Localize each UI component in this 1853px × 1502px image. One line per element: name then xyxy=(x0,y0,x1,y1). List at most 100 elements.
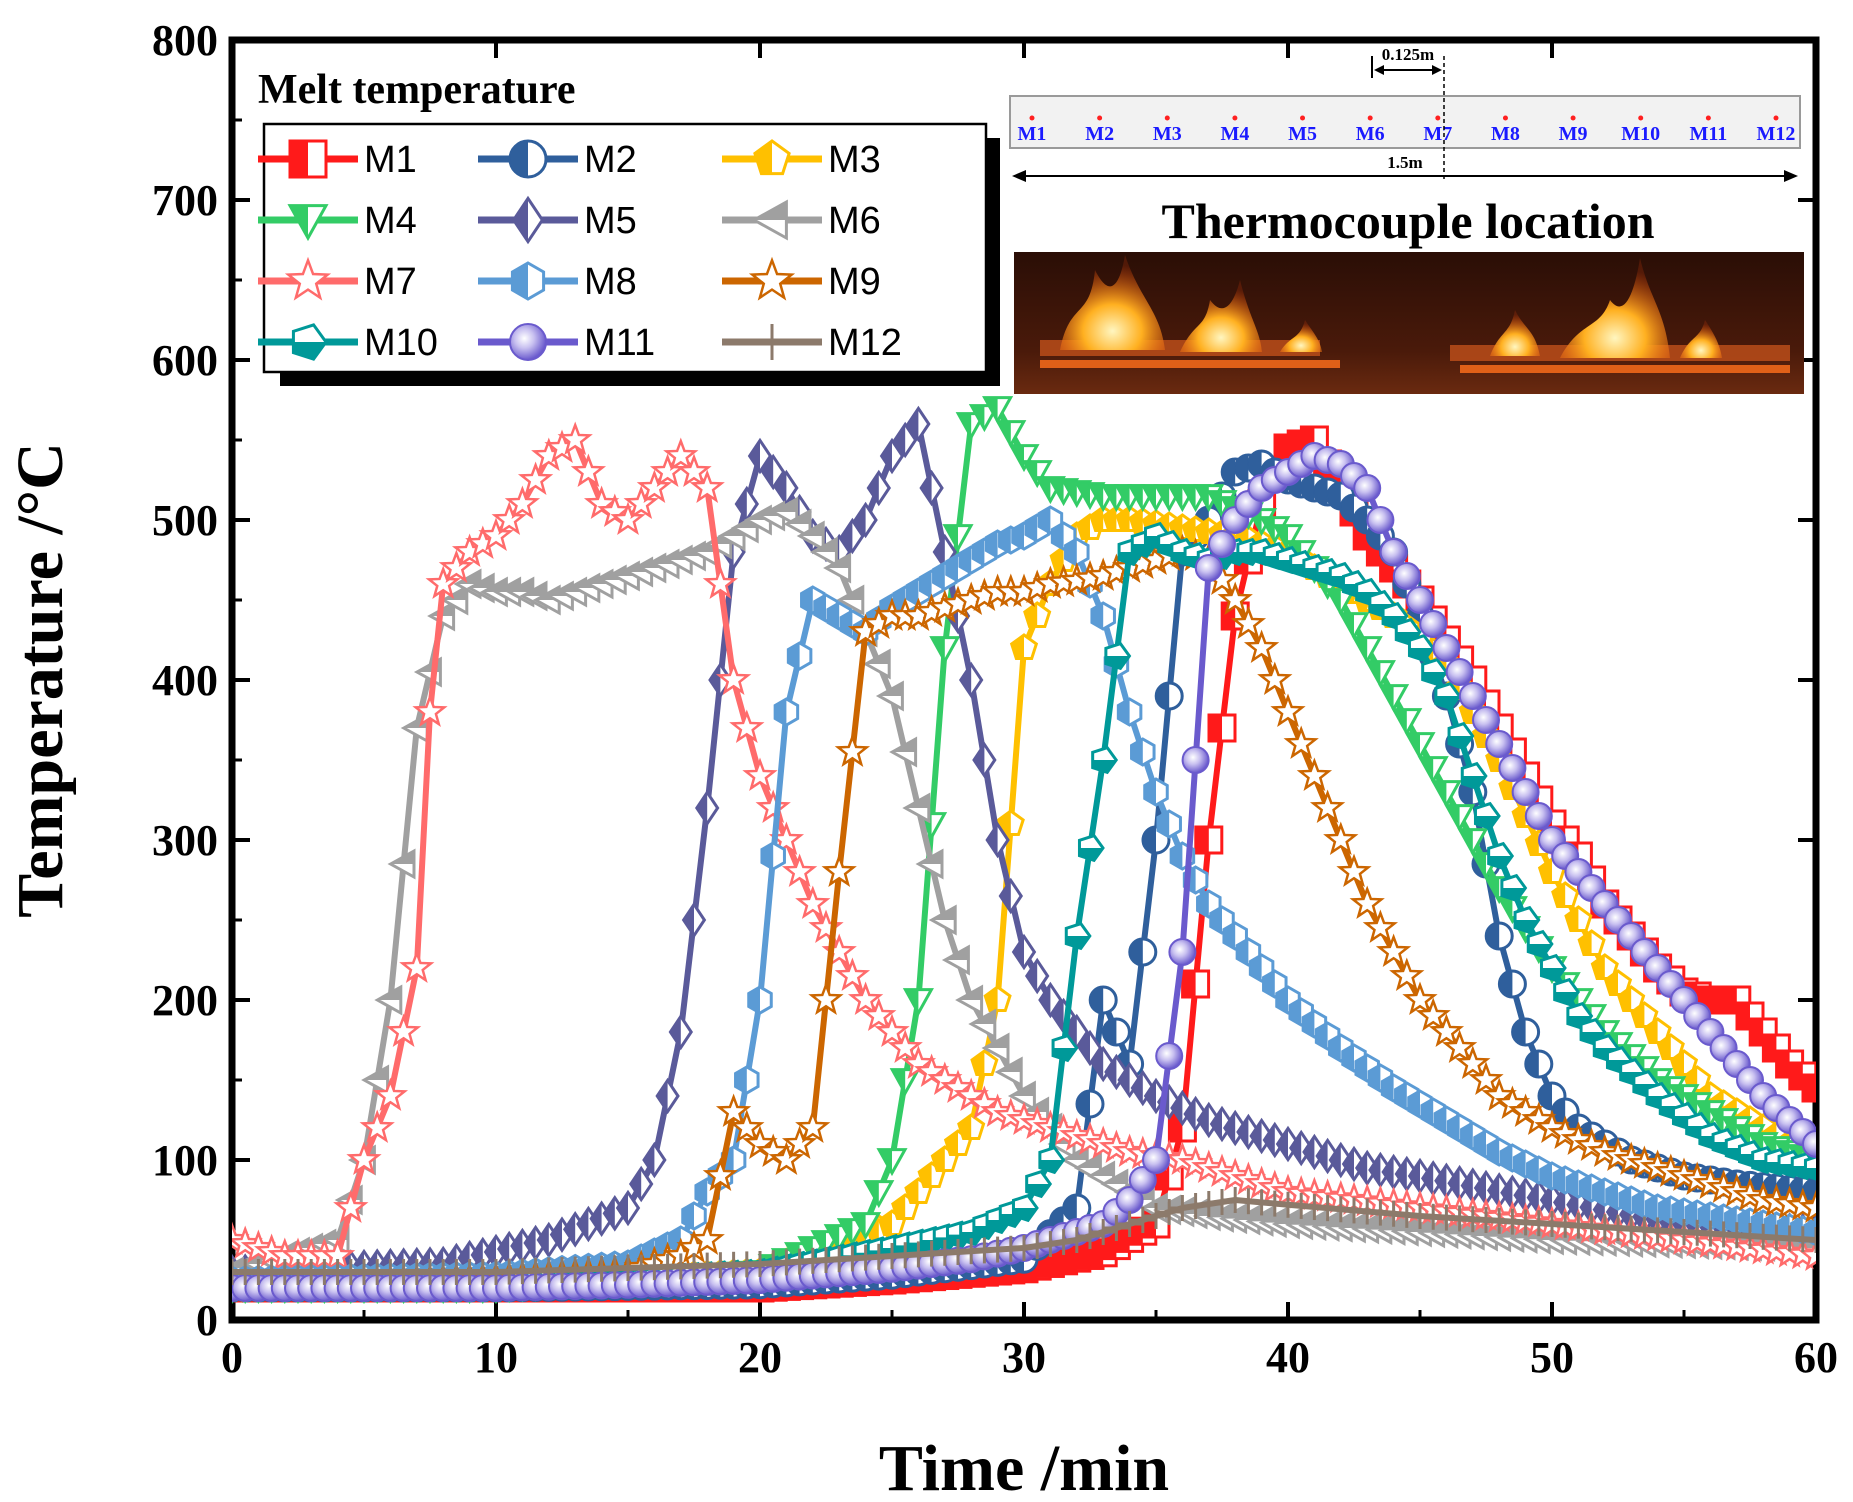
point-M7 xyxy=(847,981,884,1016)
point-M4 xyxy=(1404,732,1436,761)
point-M12 xyxy=(1024,1233,1051,1259)
thermocouple-dot xyxy=(1502,115,1508,121)
point-M5 xyxy=(681,901,707,939)
point-M7 xyxy=(491,501,527,536)
point-M6 xyxy=(387,848,416,880)
legend-entry-M2: M2 xyxy=(478,139,637,181)
point-M6 xyxy=(1007,1080,1036,1112)
point-M9 xyxy=(1349,885,1385,920)
legend-entry-M4: M4 xyxy=(258,200,417,242)
point-M6 xyxy=(440,584,469,616)
thermocouple-dot xyxy=(1232,115,1238,121)
point-M8 xyxy=(1116,697,1143,727)
point-M12 xyxy=(1156,1199,1183,1225)
legend-label: M7 xyxy=(364,261,417,303)
point-M1 xyxy=(1801,1073,1816,1103)
thermocouple-dot xyxy=(1570,115,1576,121)
point-M7 xyxy=(359,1109,395,1144)
point-M10 xyxy=(1025,1169,1053,1199)
point-M7 xyxy=(557,421,593,456)
point-M11 xyxy=(1392,562,1421,590)
point-M2 xyxy=(1484,921,1514,951)
point-M4 xyxy=(1272,524,1304,553)
thermocouple-dot xyxy=(1029,115,1035,121)
x-tick-label: 40 xyxy=(1266,1333,1310,1382)
point-M9 xyxy=(768,1141,805,1176)
x-tick-label: 50 xyxy=(1530,1333,1574,1382)
series-M12 xyxy=(232,1187,1816,1285)
point-M12 xyxy=(1195,1191,1222,1217)
point-M5 xyxy=(958,661,984,699)
point-M4 xyxy=(850,1212,882,1241)
point-M3 xyxy=(1564,905,1593,933)
inset-bar xyxy=(1009,95,1801,149)
point-M7 xyxy=(425,565,461,600)
point-M7 xyxy=(966,1085,1003,1120)
point-M4 xyxy=(1457,828,1489,857)
point-M9 xyxy=(1336,853,1372,888)
legend-entry-M9: M9 xyxy=(722,256,881,303)
point-M7 xyxy=(517,461,554,496)
point-M5 xyxy=(1222,1109,1248,1147)
point-M7 xyxy=(887,1029,923,1064)
point-M12 xyxy=(1116,1211,1143,1237)
point-M10 xyxy=(1513,905,1541,935)
point-M9 xyxy=(1507,1093,1544,1128)
point-M6 xyxy=(361,1064,390,1096)
point-M5 xyxy=(642,1141,667,1179)
point-M5 xyxy=(655,1077,680,1115)
legend-label: M4 xyxy=(364,200,417,242)
point-M11 xyxy=(1366,506,1395,534)
point-M3 xyxy=(1603,969,1633,997)
legend-label: M11 xyxy=(584,322,655,364)
point-M5 xyxy=(747,437,773,475)
y-tick-label: 500 xyxy=(152,496,218,545)
thermocouple-label: M1 xyxy=(1018,123,1047,145)
point-M9 xyxy=(1494,1085,1531,1120)
legend-marker xyxy=(509,323,547,361)
inset-positions: M1 M2 M3 M4 M5 M6 M7 M8 M9 M10 M11 M12 xyxy=(1018,115,1795,145)
x-tick-label: 0 xyxy=(221,1333,243,1382)
point-M2 xyxy=(1339,493,1369,523)
point-M4 xyxy=(1391,708,1423,737)
y-tick-label: 800 xyxy=(152,16,218,65)
point-M7 xyxy=(610,501,646,536)
point-M9 xyxy=(1441,1029,1478,1064)
legend-entry-M1: M1 xyxy=(258,139,417,181)
point-M8 xyxy=(1090,601,1116,631)
legend-marker xyxy=(284,256,332,301)
point-M10 xyxy=(1447,721,1475,751)
point-M5 xyxy=(853,501,878,539)
point-M9 xyxy=(1362,909,1399,944)
legend-marker xyxy=(291,323,328,361)
point-M11 xyxy=(1524,802,1553,830)
thermocouple-dot xyxy=(1367,115,1373,121)
point-M11 xyxy=(1128,1166,1157,1194)
length-arrow-right-head xyxy=(1784,170,1798,182)
point-M7 xyxy=(623,485,659,520)
point-M5 xyxy=(1038,981,1063,1019)
point-M8 xyxy=(1156,809,1182,839)
thermocouple-label: M10 xyxy=(1621,123,1660,145)
y-tick-label: 600 xyxy=(152,336,218,385)
point-M4 xyxy=(1430,780,1462,809)
point-M11 xyxy=(1155,1042,1184,1070)
point-M7 xyxy=(742,757,778,792)
point-M7 xyxy=(583,485,620,520)
point-M12 xyxy=(1011,1235,1037,1261)
legend-entry-M11: M11 xyxy=(478,322,655,364)
point-M5 xyxy=(1302,1133,1327,1171)
point-M6 xyxy=(862,648,891,680)
point-M6 xyxy=(902,792,931,824)
point-M4 xyxy=(929,636,961,665)
point-M4 xyxy=(982,396,1014,425)
point-M9 xyxy=(1375,933,1412,968)
point-M6 xyxy=(968,1008,997,1040)
point-M7 xyxy=(900,1045,937,1080)
point-M7 xyxy=(636,469,673,504)
point-M7 xyxy=(874,1013,910,1048)
point-M5 xyxy=(1236,1113,1261,1151)
point-M9 xyxy=(1296,757,1333,792)
point-M11 xyxy=(1406,586,1434,614)
point-M2 xyxy=(1154,681,1184,711)
